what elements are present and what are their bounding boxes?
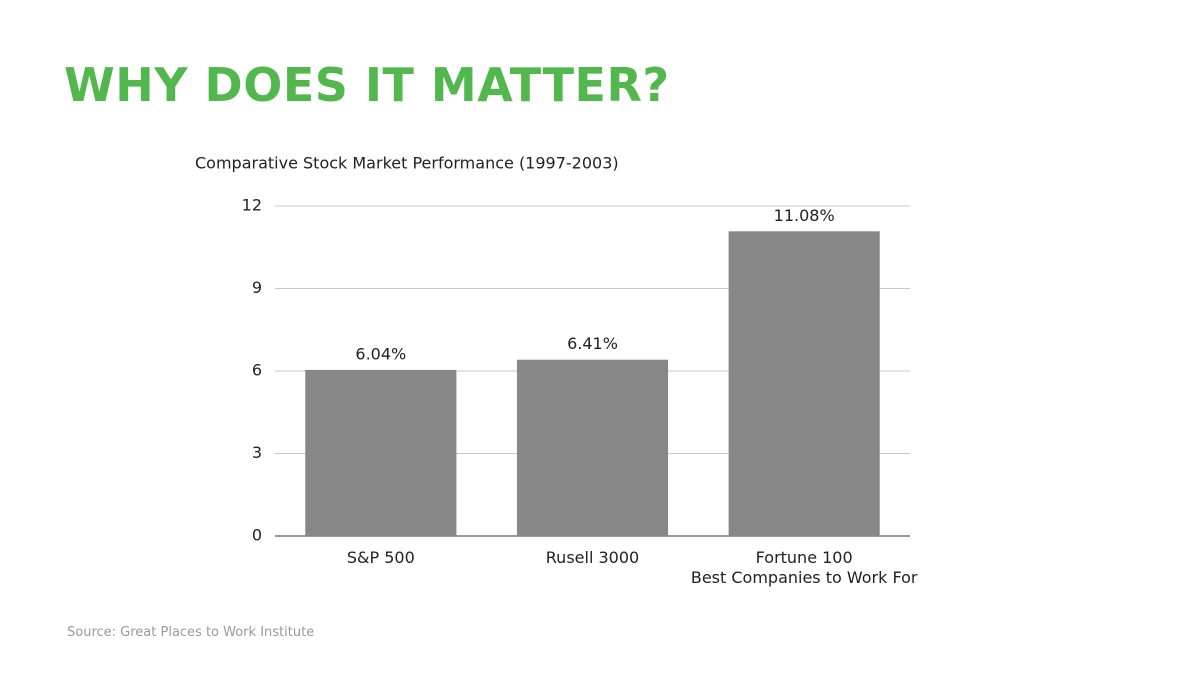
value-label: 6.41% [567, 334, 618, 353]
y-tick-label: 0 [252, 526, 262, 545]
bar [516, 359, 669, 536]
y-tick-label: 3 [252, 443, 262, 462]
x-tick-label: S&P 500 [346, 548, 415, 567]
value-label: 6.04% [355, 344, 406, 363]
value-label: 11.08% [774, 206, 835, 225]
y-tick-label: 9 [252, 278, 262, 297]
x-tick-label: Rusell 3000 [545, 548, 640, 567]
source-note: Source: Great Places to Work Institute [67, 625, 315, 640]
chart-title: Comparative Stock Market Performance (19… [195, 154, 619, 173]
y-tick-label: 6 [252, 361, 262, 380]
x-tick-label: Fortune 100 Best Companies to Work For [690, 548, 918, 587]
slide-title: WHY DOES IT MATTER? [64, 58, 670, 112]
bar [728, 231, 880, 537]
bar [305, 369, 457, 536]
y-tick-label: 12 [242, 196, 262, 215]
